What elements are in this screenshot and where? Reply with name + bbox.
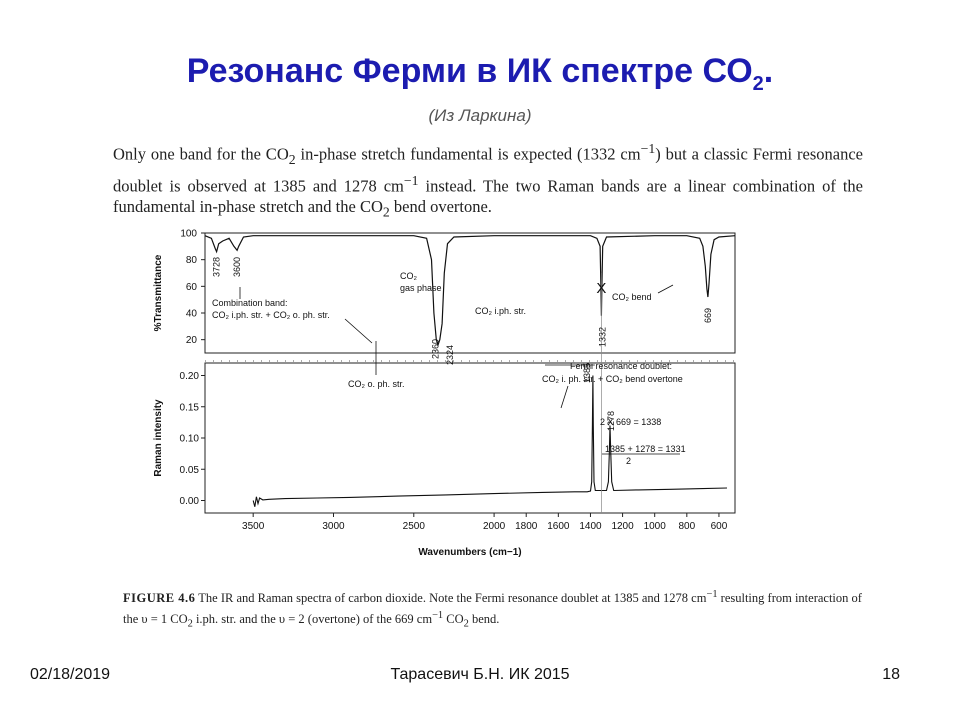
label-co2-oph: CO₂ o. ph. str. [348, 379, 405, 389]
footer-date: 02/18/2019 [30, 666, 111, 683]
raman-y-tick-label: 0.20 [180, 371, 200, 382]
label-calc-1: 2 X 669 = 1338 [600, 417, 661, 427]
slide-subtitle: (Из Ларкина) [428, 106, 532, 125]
x-tick-label: 1000 [644, 521, 667, 532]
label-3600: 3600 [232, 257, 242, 277]
ir-y-tick-label: 60 [186, 282, 198, 293]
label-1332: 1332 [597, 327, 607, 347]
x-tick-label: 1600 [547, 521, 570, 532]
raman-spectrum-line [252, 375, 728, 507]
label-calc-2-denominator: 2 [626, 456, 631, 466]
raman-y-axis-label: Raman intensity [153, 399, 164, 477]
x-tick-label: 800 [678, 521, 695, 532]
label-gas-phase: gas phase [400, 283, 442, 293]
x-tick-label: 1200 [611, 521, 634, 532]
raman-y-tick-label: 0.15 [180, 402, 200, 413]
ir-y-tick-label: 100 [180, 229, 197, 240]
x-axis-label: Wavenumbers (cm−1) [418, 547, 521, 558]
label-calc-2: 1385 + 1278 = 1331 [605, 444, 686, 454]
x-tick-label: 600 [711, 521, 728, 532]
ir-y-tick-label: 80 [186, 255, 198, 266]
label-fermi-2: CO₂ i. ph. str. + CO₂ bend overtone [542, 374, 683, 384]
figure-caption: FIGURE 4.6 The IR and Raman spectra of c… [123, 589, 862, 630]
x-tick-label: 1400 [579, 521, 602, 532]
raman-plot-frame [204, 362, 736, 514]
ir-y-tick-label: 20 [186, 335, 198, 346]
wavenumber-axis: 3500 3000 2500 2000 1800 1600 1400 1200 1000 800 6… [242, 513, 728, 558]
raman-y-tick-label: 0.05 [180, 465, 200, 476]
raman-spectrum-panel: 0.00 0.05 0.10 0.15 0.20 Raman intensity [153, 362, 736, 514]
red-cross-mark: X [596, 280, 606, 297]
arrow-fermi-1278 [560, 385, 569, 409]
footer-author: Тарасевич Б.Н. ИК 2015 [390, 666, 570, 683]
spectra-figure: 20 40 60 80 100 %Transmittance 0.00 0.05 0.10 0.… [150, 225, 740, 565]
arrow-bend [657, 284, 674, 294]
label-3728: 3728 [212, 257, 222, 277]
label-combination-1: Combination band: [212, 298, 288, 308]
label-combination-2: CO₂ i.ph. str. + CO₂ o. ph. str. [212, 310, 330, 320]
ir-plot-frame [204, 232, 736, 354]
slide-title: Резонанс Ферми в ИК спектре СО2. [186, 52, 774, 95]
x-tick-label: 3500 [242, 521, 265, 532]
ir-y-axis-label: %Transmittance [153, 254, 164, 331]
label-2360: 2360 [430, 339, 440, 359]
raman-y-tick-label: 0.00 [180, 496, 200, 507]
label-669: 669 [703, 308, 713, 323]
x-tick-label: 1800 [515, 521, 538, 532]
label-co2-gas: CO₂ [400, 271, 418, 281]
raman-y-tick-label: 0.10 [180, 434, 200, 445]
ir-y-tick-label: 40 [186, 309, 198, 320]
x-tick-label: 3000 [322, 521, 345, 532]
ir-spectrum-line [204, 235, 736, 347]
label-2324: 2324 [445, 345, 455, 365]
footer-page-number: 18 [882, 666, 900, 683]
intro-paragraph: Only one band for the CO2 in-phase stret… [113, 141, 863, 220]
label-fermi-1: Fermi resonance doublet: [570, 361, 672, 371]
label-co2-bend: CO₂ bend [612, 292, 652, 302]
label-co2-iph: CO₂ i.ph. str. [475, 306, 526, 316]
x-tick-label: 2500 [403, 521, 426, 532]
label-raman-1278: 1278 [606, 411, 616, 431]
ir-spectrum-panel: 20 40 60 80 100 %Transmittance [153, 229, 736, 362]
arrow-2360 [344, 318, 373, 344]
label-raman-1385: 1385 [582, 363, 592, 383]
annotations: 3728 3600 2360 2324 1332 669 CO₂ gas phase Combi… [212, 257, 713, 513]
x-tick-label: 2000 [483, 521, 506, 532]
